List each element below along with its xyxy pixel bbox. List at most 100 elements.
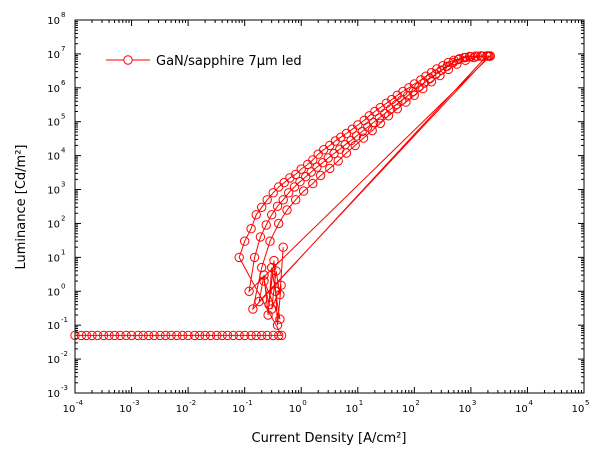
- data-point: [460, 55, 471, 65]
- data-point: [325, 163, 335, 174]
- data-point: [295, 177, 305, 187]
- x-tick-label-base: 10: [572, 404, 585, 415]
- data-point: [166, 330, 176, 341]
- x-tick-label: 101: [345, 399, 363, 415]
- data-point: [251, 330, 261, 341]
- y-tick-label: 106: [47, 79, 66, 95]
- y-tick-label-base: 10: [47, 219, 60, 230]
- data-point: [401, 97, 411, 107]
- data-point: [367, 125, 377, 136]
- data-point: [257, 202, 267, 213]
- data-point: [267, 210, 277, 220]
- y-tick-label-base: 10: [47, 84, 60, 95]
- data-point: [92, 330, 103, 341]
- x-tick-label: 10-2: [176, 399, 196, 415]
- y-axis-title: Luminance [Cd/m²]: [14, 145, 29, 270]
- data-point: [126, 330, 137, 341]
- legend: GaN/sapphire 7µm led: [106, 54, 302, 69]
- y-tick-label-exponent: 0: [61, 282, 65, 290]
- data-point: [240, 236, 250, 246]
- data-point: [333, 156, 343, 166]
- data-point: [143, 330, 154, 341]
- data-point: [319, 145, 329, 155]
- y-tick-label: 108: [47, 11, 65, 27]
- data-point: [265, 236, 275, 246]
- data-point: [375, 103, 385, 113]
- data-point: [81, 330, 92, 341]
- data-point: [257, 330, 267, 341]
- data-point: [276, 280, 286, 290]
- x-tick-label-base: 10: [515, 404, 528, 415]
- data-point: [267, 304, 277, 314]
- x-tick-label-exponent: 5: [585, 399, 589, 407]
- data-point: [353, 120, 363, 130]
- data-point: [244, 286, 254, 296]
- x-tick-label: 104: [515, 399, 533, 415]
- x-tick-label-base: 10: [402, 404, 415, 415]
- data-point: [240, 330, 250, 341]
- data-point: [470, 51, 481, 61]
- x-tick-label: 103: [459, 399, 477, 415]
- data-point: [341, 148, 352, 158]
- data-point: [296, 164, 306, 174]
- data-point: [133, 330, 143, 341]
- x-tick-label-exponent: -2: [189, 399, 196, 407]
- y-tick-label: 105: [47, 113, 65, 129]
- data-point: [275, 314, 285, 324]
- x-tick-label-exponent: 1: [359, 399, 363, 407]
- y-tick-label: 10-2: [47, 350, 68, 366]
- data-point: [482, 51, 492, 61]
- data-point: [149, 330, 159, 341]
- y-tick-label-base: 10: [47, 50, 60, 61]
- x-tick-label-exponent: 3: [472, 399, 476, 407]
- x-tick-label-exponent: -1: [246, 399, 253, 407]
- x-tick-label-exponent: 2: [415, 399, 419, 407]
- data-point: [282, 205, 292, 215]
- y-tick-label-exponent: 8: [61, 11, 65, 19]
- x-tick-label: 10-1: [232, 399, 252, 415]
- data-point: [259, 270, 269, 280]
- data-point: [301, 172, 311, 182]
- x-tick-label: 10-4: [63, 399, 84, 415]
- y-tick-label-exponent: 5: [61, 113, 65, 121]
- data-point: [477, 51, 488, 61]
- data-point: [453, 54, 463, 65]
- data-point: [269, 255, 279, 266]
- data-point: [278, 195, 288, 205]
- data-point: [383, 111, 394, 121]
- y-tick-label-base: 10: [47, 253, 60, 264]
- data-point: [160, 330, 171, 341]
- y-tick-label: 100: [47, 282, 65, 298]
- y-tick-label-base: 10: [47, 118, 60, 129]
- data-point: [351, 131, 362, 141]
- data-point: [275, 289, 285, 300]
- data-point: [183, 330, 193, 341]
- data-point: [222, 330, 233, 341]
- data-point: [262, 330, 272, 341]
- y-tick-label-base: 10: [47, 321, 60, 332]
- data-point: [409, 90, 419, 101]
- y-tick-label-base: 10: [47, 152, 60, 163]
- data-point: [418, 83, 428, 94]
- y-tick-label-exponent: 1: [61, 248, 65, 256]
- data-point: [172, 330, 182, 341]
- y-tick-label-base: 10: [47, 16, 60, 27]
- x-tick-label-exponent: 4: [528, 399, 533, 407]
- y-tick-label-exponent: -3: [61, 384, 68, 392]
- data-point: [272, 320, 283, 330]
- data-point: [195, 330, 205, 341]
- data-point: [291, 169, 301, 180]
- data-point: [200, 330, 210, 341]
- y-tick-label-exponent: 2: [61, 214, 65, 222]
- data-point: [318, 158, 328, 168]
- data-point: [271, 266, 281, 276]
- data-point: [228, 330, 239, 341]
- data-point: [155, 330, 165, 341]
- y-tick-label-base: 10: [47, 186, 60, 197]
- y-tick-label-exponent: 3: [61, 181, 65, 189]
- x-tick-label: 102: [402, 399, 420, 415]
- data-point: [350, 140, 360, 151]
